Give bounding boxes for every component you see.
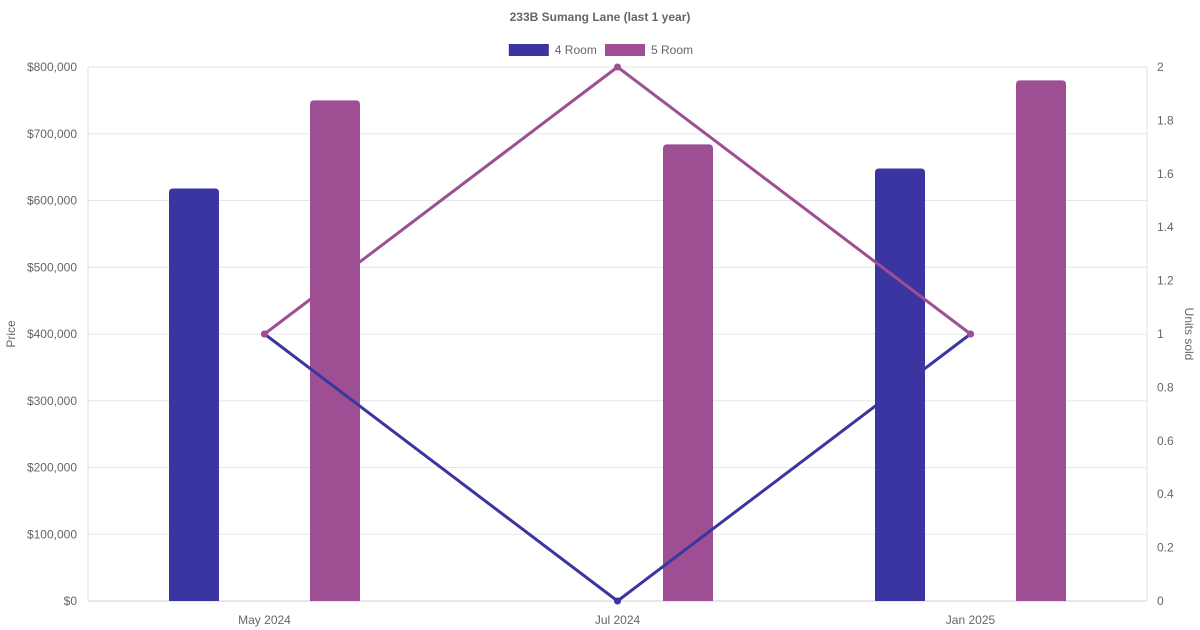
right-tick-label: 1	[1157, 327, 1164, 341]
legend-label: 5 Room	[651, 43, 693, 57]
right-tick-label: 0.6	[1157, 434, 1174, 448]
left-tick-label: $0	[64, 594, 78, 608]
right-tick-label: 1.2	[1157, 274, 1174, 288]
legend-item-4-room[interactable]: 4 Room	[508, 43, 597, 57]
legend-item-5-room[interactable]: 5 Room	[605, 43, 693, 57]
bar-5-room	[1016, 80, 1066, 602]
chart-title: 233B Sumang Lane (last 1 year)	[510, 10, 691, 24]
right-tick-label: 0.4	[1157, 487, 1174, 501]
right-tick-label: 0.2	[1157, 541, 1174, 555]
legend-swatch	[605, 44, 645, 56]
bars	[169, 80, 1066, 602]
bar-4-room	[875, 168, 925, 601]
point-5-room	[967, 330, 974, 338]
x-axis: May 2024 Jul 2024 Jan 2025	[238, 613, 995, 627]
right-axis-title: Units sold	[1182, 308, 1196, 361]
left-y-axis: $0 $100,000 $200,000 $300,000 $400,000 $500,0…	[27, 60, 77, 608]
right-tick-label: 1.8	[1157, 113, 1174, 127]
left-tick-label: $700,000	[27, 127, 77, 141]
right-y-axis: 0 0.2 0.4 0.6 0.8 1 1.2 1.4 1.6 1.8 2	[1157, 60, 1174, 608]
x-tick-label: Jul 2024	[595, 613, 641, 627]
left-tick-label: $800,000	[27, 60, 77, 74]
lines	[261, 63, 974, 605]
right-tick-label: 2	[1157, 60, 1164, 74]
right-tick-label: 1.4	[1157, 220, 1174, 234]
right-tick-label: 0	[1157, 594, 1164, 608]
grid	[87, 66, 1148, 602]
point-4-room	[614, 597, 621, 605]
bar-4-room	[169, 188, 219, 602]
x-tick-label: May 2024	[238, 613, 291, 627]
point-5-room	[261, 330, 268, 338]
right-tick-label: 1.6	[1157, 167, 1174, 181]
left-tick-label: $600,000	[27, 194, 77, 208]
bar-5-room	[663, 144, 713, 601]
left-axis-title: Price	[4, 320, 18, 348]
bar-5-room	[310, 100, 360, 601]
left-tick-label: $200,000	[27, 461, 77, 475]
legend[interactable]: 4 Room 5 Room	[508, 43, 693, 57]
point-5-room	[614, 63, 621, 71]
left-tick-label: $500,000	[27, 260, 77, 274]
left-tick-label: $100,000	[27, 527, 77, 541]
legend-swatch	[508, 44, 549, 56]
left-tick-label: $400,000	[27, 327, 77, 341]
x-tick-label: Jan 2025	[946, 613, 996, 627]
left-tick-label: $300,000	[27, 394, 77, 408]
legend-label: 4 Room	[555, 43, 597, 57]
right-tick-label: 0.8	[1157, 380, 1174, 394]
